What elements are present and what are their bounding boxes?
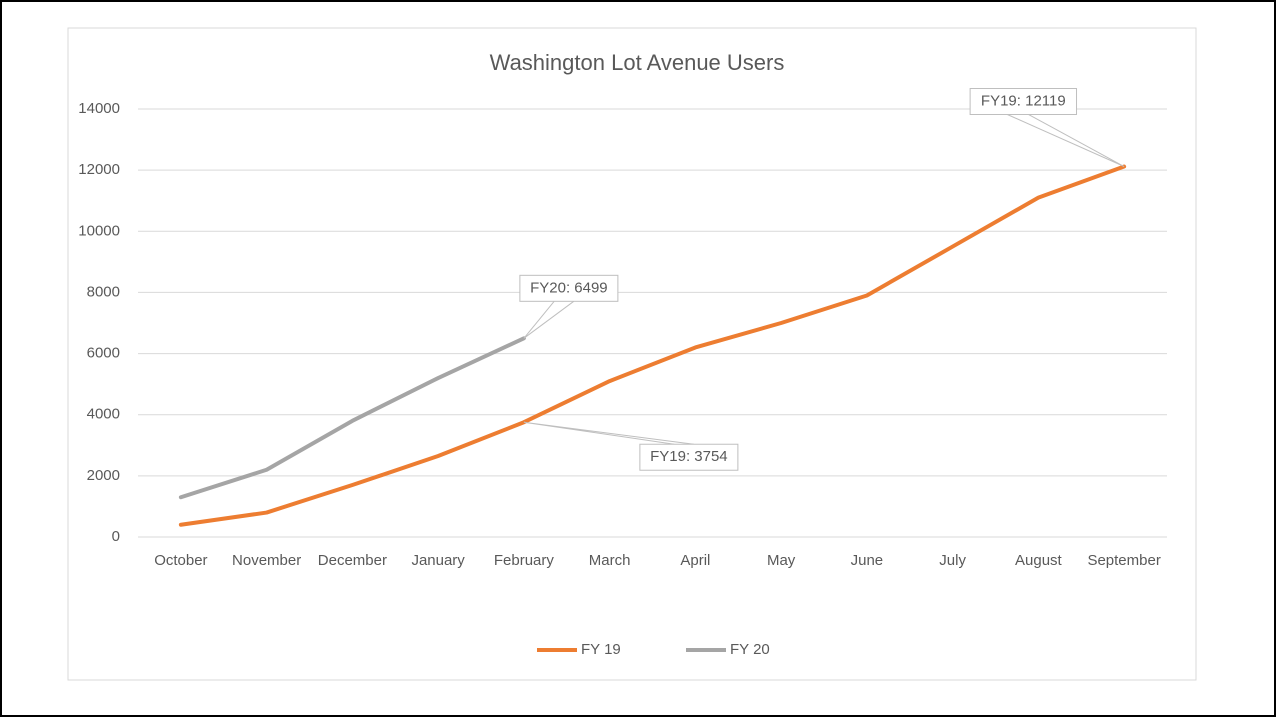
y-tick-label: 4000 <box>87 406 120 423</box>
data-label: FY20: 6499 <box>530 279 608 296</box>
x-tick-label: April <box>680 552 710 569</box>
line-series <box>178 336 526 500</box>
x-tick-label: March <box>589 552 631 569</box>
callout-leader <box>1007 114 1125 167</box>
callout-box <box>639 443 739 471</box>
y-tick-label: 0 <box>112 528 120 545</box>
y-tick-label: 2000 <box>87 467 120 484</box>
data-label: FY19: 12119 <box>981 92 1066 109</box>
y-tick-label: 6000 <box>87 345 120 362</box>
y-tick-label: 12000 <box>78 161 120 178</box>
callout-leader <box>523 421 694 445</box>
chart-title: Washington Lot Avenue Users <box>490 50 785 75</box>
x-tick-label: May <box>767 552 796 569</box>
x-tick-label: June <box>851 552 884 569</box>
x-tick-label: January <box>411 552 465 569</box>
x-tick-label: July <box>939 552 966 569</box>
x-tick-label: August <box>1015 552 1063 569</box>
x-tick-label: September <box>1087 552 1160 569</box>
legend-label: FY 20 <box>730 641 770 658</box>
callout-box <box>519 274 619 302</box>
legend-label: FY 19 <box>581 641 621 658</box>
x-tick-label: October <box>154 552 207 569</box>
callout-leader <box>523 300 575 339</box>
data-label: FY19: 3754 <box>650 448 728 465</box>
x-tick-label: December <box>318 552 387 569</box>
y-tick-label: 10000 <box>78 222 120 239</box>
x-tick-label: November <box>232 552 301 569</box>
callout-box <box>969 88 1078 116</box>
y-tick-label: 14000 <box>78 100 120 117</box>
x-tick-label: February <box>494 552 555 569</box>
line-series <box>178 164 1127 527</box>
y-tick-label: 8000 <box>87 283 120 300</box>
